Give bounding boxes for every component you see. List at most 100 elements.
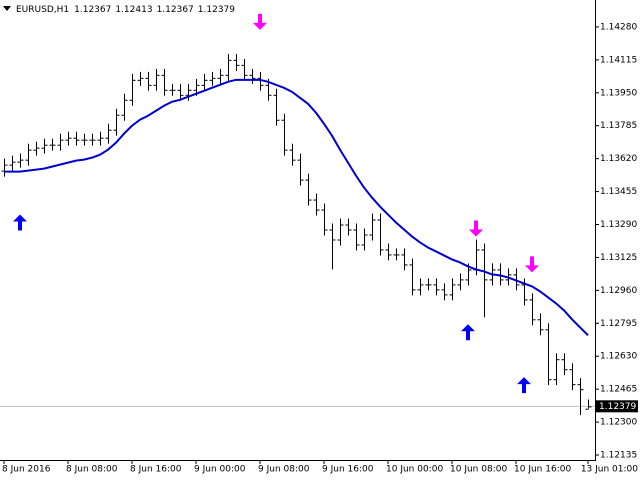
ohlc-bar xyxy=(217,68,224,84)
y-tick-label: 1.12960 xyxy=(600,286,637,296)
ohlc-bar xyxy=(529,293,536,326)
x-tick-label: 8 Jun 08:00 xyxy=(66,465,118,475)
ohlc-bar xyxy=(409,258,416,296)
ohlc-bar xyxy=(241,58,248,81)
y-tick-label: 1.13290 xyxy=(600,220,637,230)
ohlc-bar xyxy=(321,203,328,236)
y-tick-label: 1.13125 xyxy=(600,253,637,263)
ohlc-bar xyxy=(369,213,376,241)
y-tick-label: 1.14115 xyxy=(600,55,637,65)
ohlc-bar xyxy=(209,71,216,86)
ohlc-bar xyxy=(433,278,440,296)
y-tick-label: 1.13620 xyxy=(600,154,637,164)
ohlc-bar xyxy=(105,123,112,144)
ohlc-bar xyxy=(569,363,576,391)
ohlc-bar xyxy=(449,278,456,301)
sell-arrow xyxy=(469,220,483,237)
ohlc-bar xyxy=(313,193,320,216)
ohlc-bar xyxy=(289,143,296,166)
x-tick-label: 10 Jun 08:00 xyxy=(450,465,507,475)
ohlc-bar xyxy=(129,73,136,106)
ohlc-bar xyxy=(25,143,32,166)
y-tick-label: 1.12300 xyxy=(600,418,637,428)
ohlc-bar xyxy=(41,138,48,154)
ohlc-bar xyxy=(401,248,408,271)
ohlc-bar xyxy=(145,71,152,91)
y-tick-label: 1.12135 xyxy=(600,451,637,461)
y-tick-label: 1.12795 xyxy=(600,319,637,329)
ohlc-bar xyxy=(537,313,544,336)
ohlc-bar xyxy=(425,278,432,291)
ohlc-bar xyxy=(65,131,72,146)
ohlc-bar xyxy=(393,248,400,261)
ohlc-bar xyxy=(9,155,16,171)
y-tick-label: 1.12465 xyxy=(600,385,637,395)
ohlc-bar xyxy=(329,223,336,270)
ohlc-bar xyxy=(361,228,368,251)
ohlc-bar xyxy=(441,283,448,301)
ohlc-bar xyxy=(73,131,80,146)
ohlc-bar xyxy=(553,353,560,386)
current-price-label: 1.12379 xyxy=(599,402,636,412)
ohlc-bar xyxy=(49,138,56,151)
ohlc-bar xyxy=(297,153,304,186)
ohlc-bar xyxy=(17,153,24,168)
buy-arrow xyxy=(461,324,475,341)
ohlc-bar xyxy=(457,273,464,291)
buy-arrow xyxy=(13,214,27,231)
ohlc-bar xyxy=(81,133,88,146)
x-tick-label: 10 Jun 00:00 xyxy=(386,465,443,475)
ohlc-bar xyxy=(33,141,40,156)
x-tick-label: 9 Jun 16:00 xyxy=(322,465,374,475)
ohlc-bar xyxy=(201,73,208,91)
ohlc-bar xyxy=(561,353,568,376)
ohlc-bar xyxy=(161,68,168,96)
ohlc-bar xyxy=(585,399,592,410)
ohlc-bar xyxy=(305,173,312,206)
ohlc-bar xyxy=(385,243,392,261)
menu-triangle[interactable] xyxy=(3,6,11,11)
ohlc-bar xyxy=(337,218,344,246)
current-price-box xyxy=(596,400,638,413)
ohlc-bar xyxy=(497,263,504,286)
ohlc-bar xyxy=(113,108,120,136)
ohlc-bar xyxy=(417,278,424,296)
x-tick-label: 10 Jun 16:00 xyxy=(514,465,571,475)
ohlc-bar xyxy=(233,53,240,71)
ohlc-bar xyxy=(257,71,264,91)
ohlc-bar xyxy=(153,68,160,91)
buy-arrow xyxy=(517,377,531,394)
symbol: EURUSD,H1 xyxy=(16,5,69,15)
title-close: 1.12379 xyxy=(198,5,235,15)
ohlc-bar xyxy=(353,223,360,251)
y-tick-label: 1.13455 xyxy=(600,187,637,197)
x-tick-label: 8 Jun 16:00 xyxy=(130,465,182,475)
x-tick-label: 13 Jun 01:00 xyxy=(581,465,638,475)
ohlc-bar xyxy=(97,131,104,146)
ohlc-bar xyxy=(89,133,96,146)
title-low: 1.12367 xyxy=(157,5,194,15)
x-tick-label: 8 Jun 2016 xyxy=(2,465,51,475)
ohlc-bar xyxy=(513,268,520,291)
ohlc-bar xyxy=(177,83,184,101)
sell-arrow xyxy=(525,256,539,273)
y-tick-label: 1.13950 xyxy=(600,88,637,98)
y-tick-label: 1.14280 xyxy=(600,22,637,32)
title-open: 1.12367 xyxy=(74,5,111,15)
ohlc-bar xyxy=(225,53,232,81)
ohlc-bar xyxy=(121,93,128,121)
ohlc-bar xyxy=(249,68,256,84)
ohlc-bar xyxy=(169,83,176,96)
sell-arrow xyxy=(253,13,267,30)
ohlc-bar xyxy=(273,88,280,126)
y-tick-label: 1.13785 xyxy=(600,121,637,131)
ohlc-bar xyxy=(545,323,552,386)
ohlc-bar xyxy=(185,83,192,101)
ohlc-bar xyxy=(137,71,144,86)
ohlc-bar xyxy=(345,218,352,236)
ohlc-bar xyxy=(57,133,64,151)
moving-average xyxy=(4,78,589,336)
y-tick-label: 1.12630 xyxy=(600,352,637,362)
